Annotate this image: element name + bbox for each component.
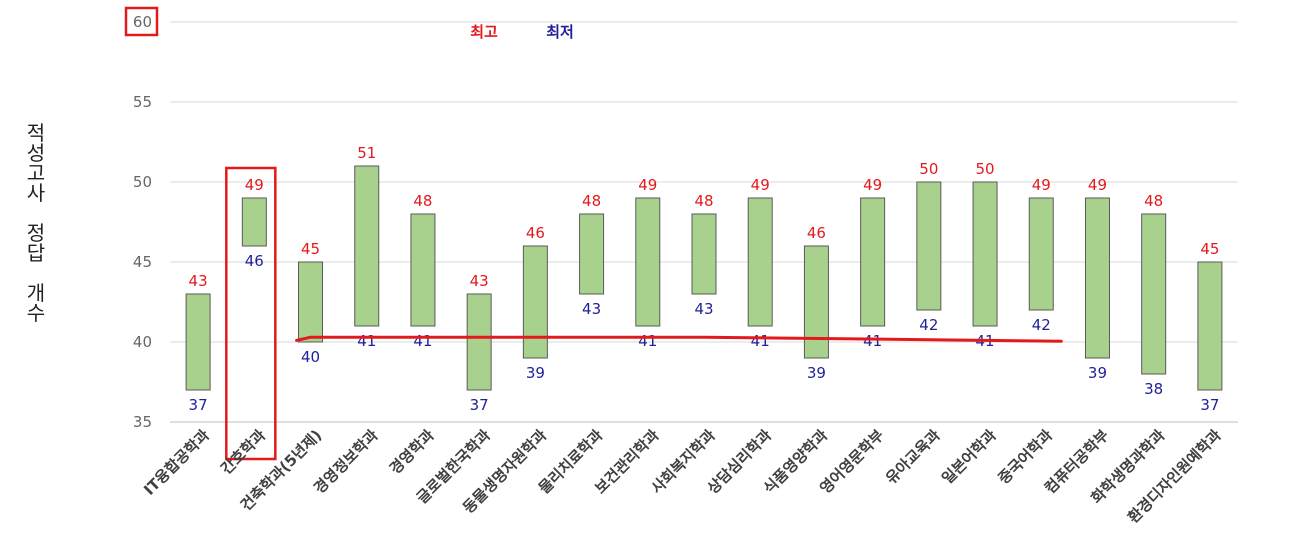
category-label: 환경디자인원예학과 [1124,426,1225,527]
range-bar [1084,197,1110,359]
min-value-label: 42 [1032,316,1051,334]
min-value-label: 43 [582,300,601,318]
category-label: 유아교육과 [882,426,944,488]
highlight-box-category [225,166,277,461]
max-value-label: 49 [1088,176,1107,194]
min-value-label: 39 [807,364,826,382]
y-axis-label-char: 답 [27,241,45,265]
min-value-label: 43 [694,300,713,318]
min-value-label: 37 [1200,396,1219,414]
y-tick-label: 60 [133,13,152,31]
category-label: 경영학과 [386,426,438,478]
max-value-label: 49 [751,176,770,194]
max-value-label: 48 [582,192,601,210]
legend-item-max: 최고 [470,23,498,41]
max-value-label: 46 [526,224,545,242]
max-value-label: 48 [413,192,432,210]
range-bar [185,293,211,391]
min-value-label: 41 [638,332,657,350]
annotations [124,6,1063,461]
y-axis-label-char: 고 [27,161,45,185]
min-value-label: 46 [245,252,264,270]
min-value-label: 40 [301,348,320,366]
max-value-label: 43 [189,272,208,290]
min-value-label: 37 [470,396,489,414]
y-axis-label-char: 사 [27,181,45,205]
red-level-line [295,335,1063,343]
max-value-label: 48 [694,192,713,210]
max-value-label: 45 [301,240,320,258]
y-axis-label-char: 개 [27,281,45,305]
range-bar [241,197,267,247]
y-axis-label-char: 수 [27,301,45,325]
range-bar [635,197,661,327]
range-bar [298,261,324,343]
max-value-label: 49 [1032,176,1051,194]
category-label: 일본어학과 [938,426,1000,488]
range-bar [354,165,380,327]
max-value-label: 49 [863,176,882,194]
max-value-label: 49 [245,176,264,194]
y-axis-label-char: 정 [27,221,45,245]
range-bar [1141,213,1167,375]
range-bar [579,213,605,295]
value-labels: 43 37 49 46 45 40 51 41 48 41 43 37 46 39 48 43 49 41 48 43… [189,144,1220,414]
max-value-label: 50 [919,160,938,178]
range-bar [1197,261,1223,391]
min-value-label: 39 [526,364,545,382]
range-bar [1028,197,1054,311]
range-bar [972,181,998,327]
min-value-label: 41 [413,332,432,350]
range-bar [916,181,942,311]
max-value-label: 49 [638,176,657,194]
min-value-label: 39 [1088,364,1107,382]
range-bar [747,197,773,327]
max-value-label: 43 [470,272,489,290]
range-bar [410,213,436,327]
range-bar [803,245,829,359]
y-tick-label: 50 [133,173,152,191]
y-tick-label: 45 [133,253,152,271]
y-axis-label-char: 성 [27,141,45,165]
min-value-label: 42 [919,316,938,334]
highlight-box-top-tick [124,6,159,37]
max-value-label: 48 [1144,192,1163,210]
min-value-label: 41 [751,332,770,350]
range-bar [860,197,886,327]
category-label: IT융합공학과 [140,426,213,499]
y-axis-ticks: 35 40 45 50 55 60 [133,13,152,431]
min-value-label: 41 [357,332,376,350]
range-bars [185,165,1223,391]
range-bar [466,293,492,391]
y-tick-label: 40 [133,333,152,351]
y-tick-label: 55 [133,93,152,111]
max-value-label: 51 [357,144,376,162]
legend: 최고 최저 [470,23,574,41]
y-tick-label: 35 [133,413,152,431]
min-value-label: 38 [1144,380,1163,398]
max-value-label: 45 [1200,240,1219,258]
max-value-label: 50 [976,160,995,178]
range-bar [522,245,548,359]
legend-item-min: 최저 [546,23,574,41]
max-value-label: 46 [807,224,826,242]
min-value-label: 37 [189,396,208,414]
y-axis-label-char: 적 [27,121,45,145]
range-bar [691,213,717,295]
min-value-label: 41 [863,332,882,350]
